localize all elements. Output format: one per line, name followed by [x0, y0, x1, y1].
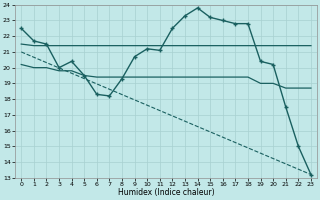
X-axis label: Humidex (Indice chaleur): Humidex (Indice chaleur) [118, 188, 214, 197]
